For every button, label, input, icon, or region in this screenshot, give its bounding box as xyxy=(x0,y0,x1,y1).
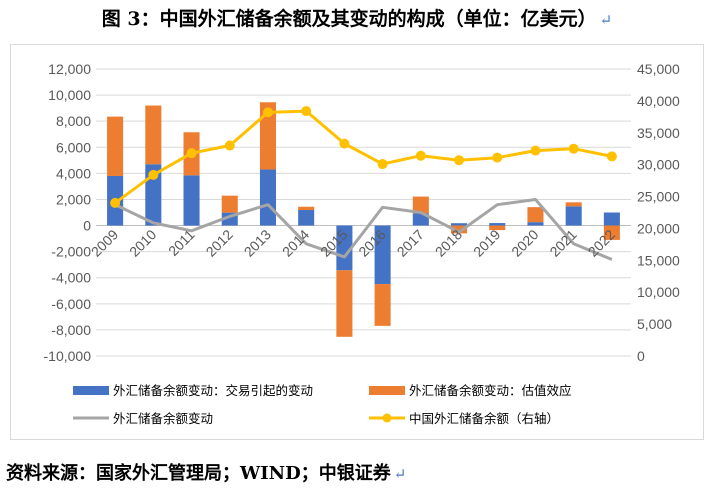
chart-frame: -10,000 -8,000 -6,000 -4,000 -2,000 0 2,000 4,0… xyxy=(10,44,704,440)
bar xyxy=(183,175,200,226)
bar xyxy=(107,116,124,176)
x-axis: 2009 2010 2011 2012 2013 2014 2015 2016 2017 2018… xyxy=(88,226,618,259)
data-point xyxy=(262,107,273,118)
bar xyxy=(412,213,429,226)
bar xyxy=(412,196,429,214)
return-mark-icon: ↵ xyxy=(393,465,407,483)
bar xyxy=(527,222,544,226)
data-point xyxy=(415,150,426,161)
return-mark-icon: ↵ xyxy=(599,11,613,29)
left-tick-label: 2,000 xyxy=(56,191,91,207)
right-tick-label: 20,000 xyxy=(637,220,680,236)
data-point xyxy=(492,152,503,163)
bar xyxy=(527,207,544,223)
left-tick-label: 12,000 xyxy=(48,61,91,77)
right-axis: 0 5,000 10,000 15,000 20,000 25,000 30,000 35,0… xyxy=(637,61,680,364)
bar xyxy=(603,225,620,240)
left-tick-label: -8,000 xyxy=(51,322,91,338)
bar xyxy=(374,225,391,285)
left-tick-label: -2,000 xyxy=(51,244,91,260)
data-point xyxy=(186,148,197,159)
bar xyxy=(451,225,468,234)
bar xyxy=(374,284,391,326)
bar xyxy=(298,206,315,211)
data-point xyxy=(377,159,388,170)
bar xyxy=(489,225,506,231)
series-line xyxy=(114,198,613,261)
data-point xyxy=(339,138,350,149)
bar xyxy=(603,212,620,226)
bar xyxy=(336,225,353,271)
chart-title-text: 图 3：中国外汇储备余额及其变动的构成（单位：亿美元） xyxy=(101,8,597,30)
legend-swatch xyxy=(73,386,109,395)
legend-label: 中国外汇储备余额（右轴） xyxy=(409,411,559,426)
series-line xyxy=(114,109,613,205)
data-point xyxy=(454,155,465,166)
left-tick-label: 6,000 xyxy=(56,139,91,155)
right-tick-label: 10,000 xyxy=(637,284,680,300)
right-tick-label: 15,000 xyxy=(637,252,680,268)
bar xyxy=(221,195,238,213)
legend-label: 外汇储备余额变动：估值效应 xyxy=(409,383,572,398)
data-point xyxy=(568,143,579,154)
line-series xyxy=(110,106,617,261)
bar xyxy=(565,206,582,226)
bar xyxy=(259,169,276,226)
bar xyxy=(336,270,353,337)
x-tick-label: 2017 xyxy=(394,226,427,259)
gridlines xyxy=(96,68,631,357)
x-tick-label: 2013 xyxy=(241,226,274,259)
left-tick-label: -4,000 xyxy=(51,270,91,286)
left-tick-label: -6,000 xyxy=(51,296,91,312)
bar-series xyxy=(107,102,620,337)
x-tick-label: 2019 xyxy=(470,226,503,259)
data-point xyxy=(530,145,541,156)
right-tick-label: 45,000 xyxy=(637,61,680,77)
x-tick-label: 2010 xyxy=(126,226,159,259)
legend-label: 外汇储备余额变动 xyxy=(113,411,213,426)
left-axis: -10,000 -8,000 -6,000 -4,000 -2,000 0 2,000 4,0… xyxy=(44,61,92,364)
source-note: 资料来源：国家外汇管理局；WIND；中银证券 ↵ xyxy=(6,459,406,485)
bar xyxy=(259,102,276,170)
right-tick-label: 25,000 xyxy=(637,189,680,205)
data-point xyxy=(301,106,312,117)
x-tick-label: 2009 xyxy=(88,226,121,259)
left-tick-label: -10,000 xyxy=(44,348,92,364)
bar xyxy=(145,105,162,165)
right-tick-label: 35,000 xyxy=(637,125,680,141)
data-point xyxy=(110,197,121,208)
chart-svg: -10,000 -8,000 -6,000 -4,000 -2,000 0 2,000 4,0… xyxy=(44,61,681,426)
left-tick-label: 4,000 xyxy=(56,165,91,181)
x-tick-label: 2012 xyxy=(203,226,236,259)
legend-swatch xyxy=(369,386,405,395)
legend-marker xyxy=(382,413,392,423)
data-point xyxy=(148,169,159,180)
left-tick-label: 10,000 xyxy=(48,87,91,103)
data-point xyxy=(224,140,235,151)
source-text: 资料来源：国家外汇管理局；WIND；中银证券 xyxy=(6,463,391,484)
data-point xyxy=(606,151,617,162)
bar xyxy=(489,223,506,226)
chart-title: 图 3：中国外汇储备余额及其变动的构成（单位：亿美元） ↵ xyxy=(0,4,714,31)
bar xyxy=(451,223,468,226)
right-tick-label: 5,000 xyxy=(637,316,672,332)
right-tick-label: 0 xyxy=(637,348,645,364)
left-tick-label: 8,000 xyxy=(56,113,91,129)
legend-label: 外汇储备余额变动：交易引起的变动 xyxy=(113,383,313,398)
x-tick-label: 2020 xyxy=(508,226,541,259)
bar xyxy=(298,210,315,226)
bar xyxy=(565,202,582,207)
left-tick-label: 0 xyxy=(83,218,91,234)
right-tick-label: 40,000 xyxy=(637,93,680,109)
right-tick-label: 30,000 xyxy=(637,157,680,173)
